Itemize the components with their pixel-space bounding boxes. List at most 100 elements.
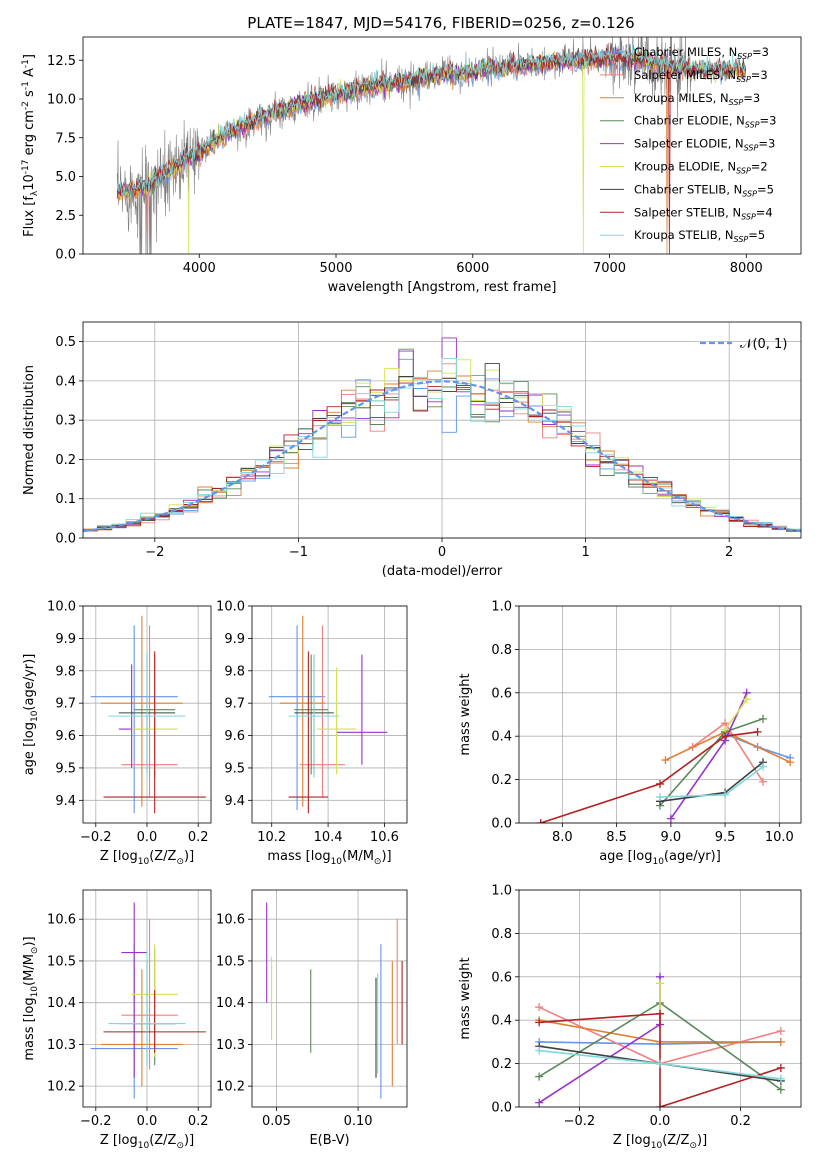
series-line-chabrier-elodie bbox=[659, 718, 764, 807]
point-marker-salpeter-miles bbox=[776, 1027, 785, 1036]
y-tick-label: 0.4 bbox=[491, 1014, 512, 1029]
legend-label-chabrier-stelib: Chabrier STELIB, NSSP=5 bbox=[634, 182, 774, 198]
point-marker-chabrier-elodie bbox=[535, 1072, 544, 1081]
x-tick-label: 0.2 bbox=[730, 1114, 751, 1129]
plot-area bbox=[90, 615, 206, 814]
plot-area bbox=[90, 902, 206, 1099]
x-tick-label: 0.0 bbox=[137, 830, 158, 845]
x-tick-label: 0 bbox=[438, 545, 446, 560]
plot-area bbox=[268, 615, 388, 814]
x-axis-label: mass [log10(M/M⊙)] bbox=[267, 849, 391, 867]
axes-frame bbox=[518, 605, 802, 824]
y-tick-label: 2.5 bbox=[55, 209, 76, 224]
model-line-kroupa-stelib bbox=[116, 44, 747, 199]
point-marker-salpeter-stelib bbox=[753, 727, 762, 736]
x-tick-label: 0.05 bbox=[262, 1114, 291, 1129]
y-tick-label: 9.5 bbox=[55, 761, 76, 776]
point-marker-salpeter-stelib bbox=[776, 1063, 785, 1072]
point-marker-kroupa-elodie bbox=[742, 695, 751, 704]
x-tick-label: 10.6 bbox=[370, 830, 399, 845]
x-tick-label: 10.4 bbox=[314, 830, 343, 845]
point-marker-chabrier-elodie bbox=[776, 1085, 785, 1094]
point-marker-kroupa-stelib bbox=[535, 1046, 544, 1055]
point-marker-kroupa-stelib bbox=[656, 792, 664, 801]
y-tick-label: 0.2 bbox=[491, 773, 512, 788]
y-tick-label: 0.2 bbox=[55, 453, 76, 468]
y-tick-label: 10.0 bbox=[47, 600, 76, 615]
x-axis-label: age [log10(age/yr)] bbox=[599, 849, 721, 867]
y-tick-label: 1.0 bbox=[491, 600, 512, 615]
y-tick-label: 1.0 bbox=[491, 884, 512, 899]
hist-kroupa-stelib bbox=[83, 357, 801, 533]
axes-frame bbox=[82, 605, 212, 824]
y-tick-label: 0.6 bbox=[491, 970, 512, 985]
legend: 𝒩(0, 1) bbox=[700, 337, 787, 352]
y-tick-label: 10.6 bbox=[47, 913, 76, 928]
axes-frame bbox=[251, 889, 408, 1108]
y-axis-label: mass weight bbox=[458, 673, 473, 755]
x-tick-label: 0.0 bbox=[650, 1114, 671, 1129]
y-tick-label: 0.8 bbox=[491, 927, 512, 942]
y-tick-label: 0.0 bbox=[491, 1101, 512, 1116]
y-tick-label: 9.8 bbox=[55, 664, 76, 679]
point-marker-salpeter-stelib bbox=[721, 732, 730, 741]
plot-area bbox=[536, 688, 795, 823]
point-marker-salpeter-stelib bbox=[656, 779, 664, 788]
x-tick-label: 0.2 bbox=[188, 830, 209, 845]
legend: Chabrier MILES, NSSP=3 Salpeter MILES, NS… bbox=[600, 45, 776, 244]
y-tick-label: 10.3 bbox=[47, 1038, 76, 1053]
axes-frame bbox=[82, 889, 212, 1108]
legend-label-kroupa-stelib: Kroupa STELIB, NSSP=5 bbox=[634, 228, 765, 244]
point-marker-kroupa-stelib bbox=[759, 762, 768, 771]
point-marker-salpeter-miles bbox=[535, 1003, 544, 1012]
point-marker-kroupa-stelib bbox=[721, 790, 730, 799]
y-tick-label: 9.6 bbox=[224, 729, 245, 744]
legend-label-salpeter-miles: Salpeter MILES, NSSP=3 bbox=[634, 68, 768, 84]
axes-spectrum: 4000 5000 6000 7000 8000 0.0 2.5 5.0 7.5 10.0 12.5… bbox=[21, 36, 802, 295]
y-tick-label: 10.0 bbox=[47, 93, 76, 108]
x-tick-label: −2 bbox=[145, 545, 164, 560]
legend-label-kroupa-elodie: Kroupa ELODIE, NSSP=2 bbox=[634, 160, 768, 176]
y-tick-label: 9.7 bbox=[224, 697, 245, 712]
y-tick-label: 10.2 bbox=[216, 1080, 245, 1095]
y-tick-label: 0.8 bbox=[491, 643, 512, 658]
point-marker-kroupa-miles bbox=[661, 756, 670, 765]
axes-age-vs-Z: −0.2 0.0 0.2 9.4 9.5 9.6 9.7 9.8 9.9 10.0 Z [log10… bbox=[22, 600, 212, 867]
y-tick-label: 10.4 bbox=[216, 996, 245, 1011]
x-axis-label: (data-model)/error bbox=[382, 564, 503, 579]
x-tick-label: −1 bbox=[289, 545, 308, 560]
y-tick-label: 0.0 bbox=[491, 817, 512, 832]
x-axis-label: wavelength [Angstrom, rest frame] bbox=[328, 280, 557, 295]
plot-area bbox=[116, 37, 747, 254]
y-tick-label: 0.1 bbox=[55, 492, 76, 507]
y-tick-label: 9.8 bbox=[224, 664, 245, 679]
point-marker-kroupa-miles bbox=[776, 1037, 785, 1046]
x-tick-label: 10.0 bbox=[765, 830, 794, 845]
axes-mass-vs-EBV: 0.05 0.10 10.2 10.3 10.4 10.5 10.6 E(B-V) bbox=[216, 889, 408, 1148]
x-tick-label: 9.0 bbox=[661, 830, 682, 845]
y-tick-label: 0.0 bbox=[55, 248, 76, 263]
series-line-salpeter-stelib bbox=[540, 731, 758, 823]
x-tick-label: −0.2 bbox=[564, 1114, 596, 1129]
legend-label-salpeter-stelib: Salpeter STELIB, NSSP=4 bbox=[634, 205, 773, 221]
data-spectrum bbox=[116, 37, 692, 254]
point-marker-salpeter-stelib bbox=[656, 1009, 664, 1018]
y-tick-label: 5.0 bbox=[55, 170, 76, 185]
x-axis-label: E(B-V) bbox=[309, 1133, 349, 1148]
x-tick-label: 5000 bbox=[319, 261, 352, 276]
y-tick-label: 0.2 bbox=[491, 1057, 512, 1072]
x-tick-label: −0.2 bbox=[80, 1114, 112, 1129]
x-tick-label: 10.2 bbox=[257, 830, 286, 845]
axes-frame bbox=[251, 605, 408, 824]
y-tick-label: 10.6 bbox=[216, 913, 245, 928]
point-marker-kroupa-elodie bbox=[656, 979, 664, 988]
y-tick-label: 9.9 bbox=[55, 632, 76, 647]
y-tick-label: 9.4 bbox=[55, 794, 76, 809]
plot-area bbox=[535, 972, 785, 1107]
point-marker-kroupa-miles bbox=[786, 758, 795, 767]
x-tick-label: 0.10 bbox=[344, 1114, 373, 1129]
y-tick-label: 9.9 bbox=[224, 632, 245, 647]
x-axis-label: Z [log10(Z/Z⊙)] bbox=[613, 1133, 707, 1151]
point-marker-chabrier-elodie bbox=[759, 714, 768, 723]
